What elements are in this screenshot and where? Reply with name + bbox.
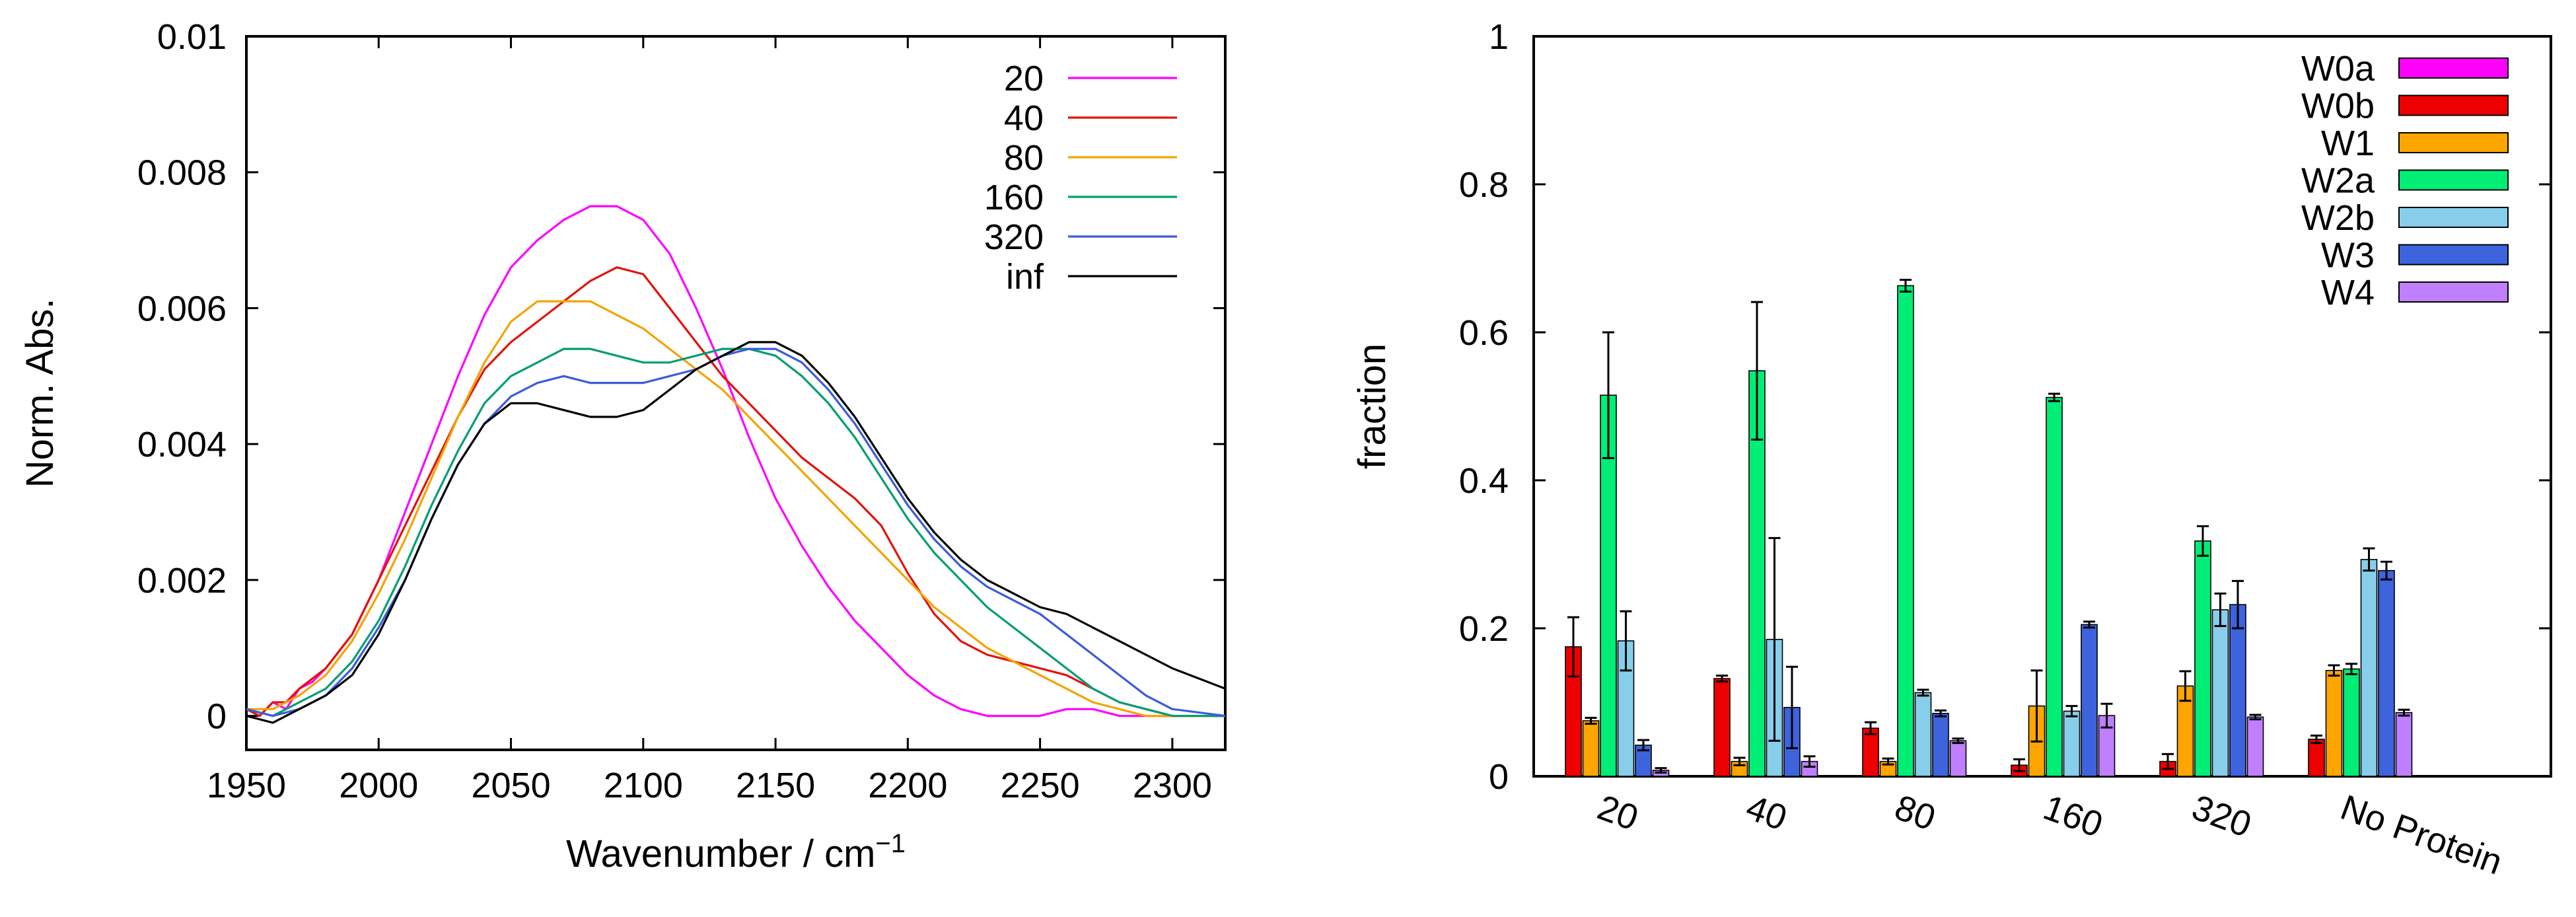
bar-W0b-40 xyxy=(1713,678,1731,777)
spectra-x-tick-label: 2150 xyxy=(736,766,815,805)
fractions-legend-label: W4 xyxy=(2321,273,2375,312)
spectra-series-line-40 xyxy=(246,266,1225,717)
fractions-x-tick-label: 80 xyxy=(1890,788,1941,838)
spectra-y-tick-label: 0.004 xyxy=(137,425,227,464)
bar-W2a-No-Protein xyxy=(2343,668,2360,777)
spectra-x-tick-label: 2100 xyxy=(604,766,683,805)
fractions-y-tick-label: 0 xyxy=(1489,757,1509,797)
spectra-legend-label: 80 xyxy=(1004,138,1044,178)
spectra-plot-frame xyxy=(245,35,1227,751)
fractions-legend-swatch-W0a xyxy=(2398,57,2509,79)
spectra-lines xyxy=(246,205,1226,724)
bar-W3-160 xyxy=(2081,624,2098,777)
bar-W2a-80 xyxy=(1897,285,1914,777)
spectra-panel: 1950 2000 2050 2100 2150 2200 2250 2300 0 0.002 0.… xyxy=(18,17,1227,875)
fractions-x-tick-label: 320 xyxy=(2187,788,2256,845)
spectra-y-tick-label: 0 xyxy=(207,697,227,737)
bar-W2b-320 xyxy=(2211,609,2229,777)
spectra-series-line-160 xyxy=(246,348,1225,717)
fractions-y-tick-label: 1 xyxy=(1489,17,1509,57)
spectra-series-line-20 xyxy=(246,205,1225,717)
spectra-ticks: 1950 2000 2050 2100 2150 2200 2250 2300 0 0.002 0.… xyxy=(137,17,1225,805)
fractions-legend-label: W3 xyxy=(2321,236,2375,275)
fractions-x-tick-label: 20 xyxy=(1592,788,1643,838)
bar-W0b-No-Protein xyxy=(2308,739,2325,777)
bar-W2b-No-Protein xyxy=(2360,559,2378,777)
spectra-x-tick-label: 2250 xyxy=(1001,766,1080,805)
fractions-legend-swatch-W2b xyxy=(2398,207,2509,228)
spectra-legend-label: 20 xyxy=(1004,59,1044,98)
fractions-legend-swatch-W3 xyxy=(2398,244,2509,266)
bar-W2a-160 xyxy=(2046,396,2063,777)
spectra-legend-label: 160 xyxy=(984,178,1044,217)
fractions-x-tick-label: 40 xyxy=(1741,788,1792,838)
fractions-legend-swatch-W2a xyxy=(2398,169,2509,191)
spectra-y-axis-label: Norm. Abs. xyxy=(18,299,61,488)
fractions-legend-label: W1 xyxy=(2321,124,2375,163)
fractions-legend-label: W0b xyxy=(2301,87,2375,126)
bar-W3-320 xyxy=(2229,604,2246,777)
fractions-y-tick-label: 0.6 xyxy=(1459,313,1509,353)
fractions-y-tick-label: 0.8 xyxy=(1459,165,1509,205)
spectra-x-tick-label: 2300 xyxy=(1133,766,1212,805)
fractions-legend-swatch-W4 xyxy=(2398,281,2509,303)
spectra-series-line-80 xyxy=(246,300,1225,717)
spectra-series-line-inf xyxy=(246,341,1226,724)
bar-W0b-80 xyxy=(1862,727,1879,777)
fractions-y-axis-label: fraction xyxy=(1351,344,1394,469)
fractions-legend-label: W2a xyxy=(2301,161,2375,201)
fractions-x-tick-label: No Protein xyxy=(2336,788,2507,883)
fractions-legend-label: W0a xyxy=(2301,49,2375,89)
spectra-y-tick-label: 0.008 xyxy=(137,153,227,193)
spectra-y-tick-label: 0.002 xyxy=(137,561,227,601)
fractions-legend-label: W2b xyxy=(2301,198,2375,238)
spectra-y-tick-label: 0.01 xyxy=(157,17,227,57)
spectra-x-axis-label-superscript: −1 xyxy=(875,829,906,858)
bar-W3-No-Protein xyxy=(2378,569,2395,777)
fractions-legend-swatch-W1 xyxy=(2398,132,2509,153)
spectra-x-tick-label: 1950 xyxy=(207,766,286,805)
bar-W2b-20 xyxy=(1617,640,1635,777)
spectra-x-tick-label: 2200 xyxy=(868,766,947,805)
fractions-bars xyxy=(1565,278,2413,777)
bar-W1-No-Protein xyxy=(2325,670,2343,777)
spectra-x-tick-label: 2000 xyxy=(339,766,418,805)
bar-W2b-80 xyxy=(1914,692,1932,777)
bar-W3-80 xyxy=(1932,713,1949,777)
spectra-x-tick-label: 2050 xyxy=(471,766,550,805)
spectra-x-axis-label-main: Wavenumber / cm xyxy=(566,832,875,875)
fractions-x-tick-label: 160 xyxy=(2038,788,2108,845)
fractions-legend-swatch-W0b xyxy=(2398,94,2509,116)
spectra-y-tick-label: 0.006 xyxy=(137,289,227,328)
bar-W4-320 xyxy=(2246,716,2264,777)
bar-W4-No-Protein xyxy=(2395,712,2413,777)
bar-W1-20 xyxy=(1582,720,1600,777)
spectra-x-axis-label: Wavenumber / cm−1 xyxy=(566,829,906,875)
spectra-legend-label: inf xyxy=(1006,257,1044,297)
fractions-panel: 0 0.2 0.4 0.6 0.8 1 20 40 80 160 320 No Protein W0a… xyxy=(1351,17,2552,883)
bar-W4-80 xyxy=(1949,740,1967,777)
bar-W2a-320 xyxy=(2194,540,2211,777)
bar-W2b-160 xyxy=(2063,710,2081,777)
spectra-legend-label: 40 xyxy=(1004,98,1044,138)
spectra-legend-label: 320 xyxy=(984,217,1044,257)
fractions-y-tick-label: 0.4 xyxy=(1459,461,1509,501)
fractions-y-tick-label: 0.2 xyxy=(1459,609,1509,649)
